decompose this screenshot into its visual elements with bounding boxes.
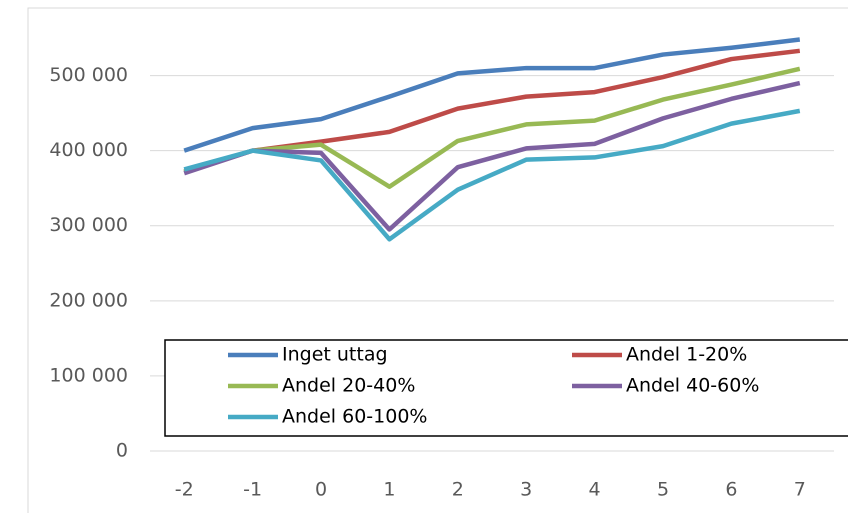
x-tick-label: -1 <box>243 479 262 501</box>
legend-label: Inget uttag <box>282 344 388 366</box>
x-tick-label: 0 <box>315 479 327 501</box>
y-tick-label: 0 <box>116 440 128 462</box>
x-tick-label: 3 <box>520 479 532 501</box>
legend-box <box>164 339 848 437</box>
y-tick-label: 400 000 <box>49 139 128 161</box>
series-line <box>183 80 801 232</box>
x-tick-label: 6 <box>725 479 737 501</box>
y-tick-label: 500 000 <box>49 64 128 86</box>
series-line <box>183 37 801 153</box>
x-tick-label: 4 <box>589 479 601 501</box>
legend-label: Andel 40-60% <box>626 375 759 397</box>
x-tick-label: 2 <box>452 479 464 501</box>
legend-label: Andel 60-100% <box>282 406 427 428</box>
series-line <box>183 108 801 242</box>
y-tick-label: 300 000 <box>49 214 128 236</box>
x-tick-label: -2 <box>175 479 194 501</box>
y-tick-label: 100 000 <box>49 364 128 386</box>
y-tick-label: 200 000 <box>49 289 128 311</box>
x-tick-label: 1 <box>383 479 395 501</box>
x-tick-label: 7 <box>794 479 806 501</box>
legend-label: Andel 20-40% <box>282 375 415 397</box>
series-line <box>183 66 801 189</box>
legend-label: Andel 1-20% <box>626 344 747 366</box>
x-tick-label: 5 <box>657 479 669 501</box>
